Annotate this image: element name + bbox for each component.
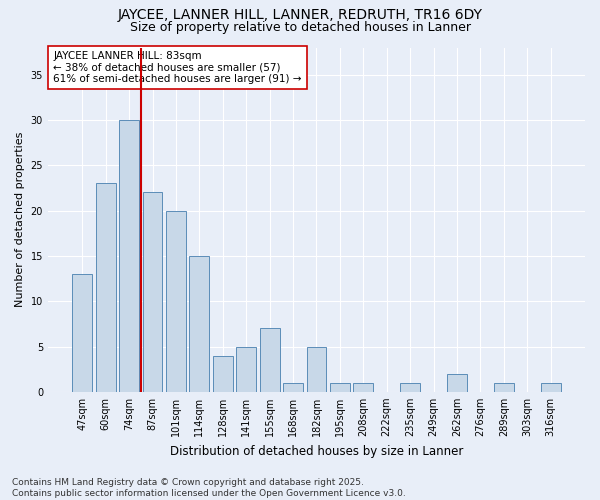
Bar xyxy=(236,346,256,392)
Bar xyxy=(353,382,373,392)
Bar xyxy=(119,120,139,392)
Bar xyxy=(541,382,560,392)
Bar xyxy=(494,382,514,392)
Text: Size of property relative to detached houses in Lanner: Size of property relative to detached ho… xyxy=(130,21,470,34)
Y-axis label: Number of detached properties: Number of detached properties xyxy=(15,132,25,308)
Bar xyxy=(400,382,420,392)
Bar xyxy=(166,210,186,392)
Bar xyxy=(190,256,209,392)
Bar xyxy=(447,374,467,392)
X-axis label: Distribution of detached houses by size in Lanner: Distribution of detached houses by size … xyxy=(170,444,463,458)
Bar xyxy=(283,382,303,392)
Bar xyxy=(260,328,280,392)
Bar xyxy=(330,382,350,392)
Bar xyxy=(307,346,326,392)
Bar xyxy=(143,192,163,392)
Text: JAYCEE, LANNER HILL, LANNER, REDRUTH, TR16 6DY: JAYCEE, LANNER HILL, LANNER, REDRUTH, TR… xyxy=(118,8,482,22)
Bar xyxy=(73,274,92,392)
Text: Contains HM Land Registry data © Crown copyright and database right 2025.
Contai: Contains HM Land Registry data © Crown c… xyxy=(12,478,406,498)
Bar xyxy=(96,184,116,392)
Text: JAYCEE LANNER HILL: 83sqm
← 38% of detached houses are smaller (57)
61% of semi-: JAYCEE LANNER HILL: 83sqm ← 38% of detac… xyxy=(53,51,302,84)
Bar xyxy=(213,356,233,392)
